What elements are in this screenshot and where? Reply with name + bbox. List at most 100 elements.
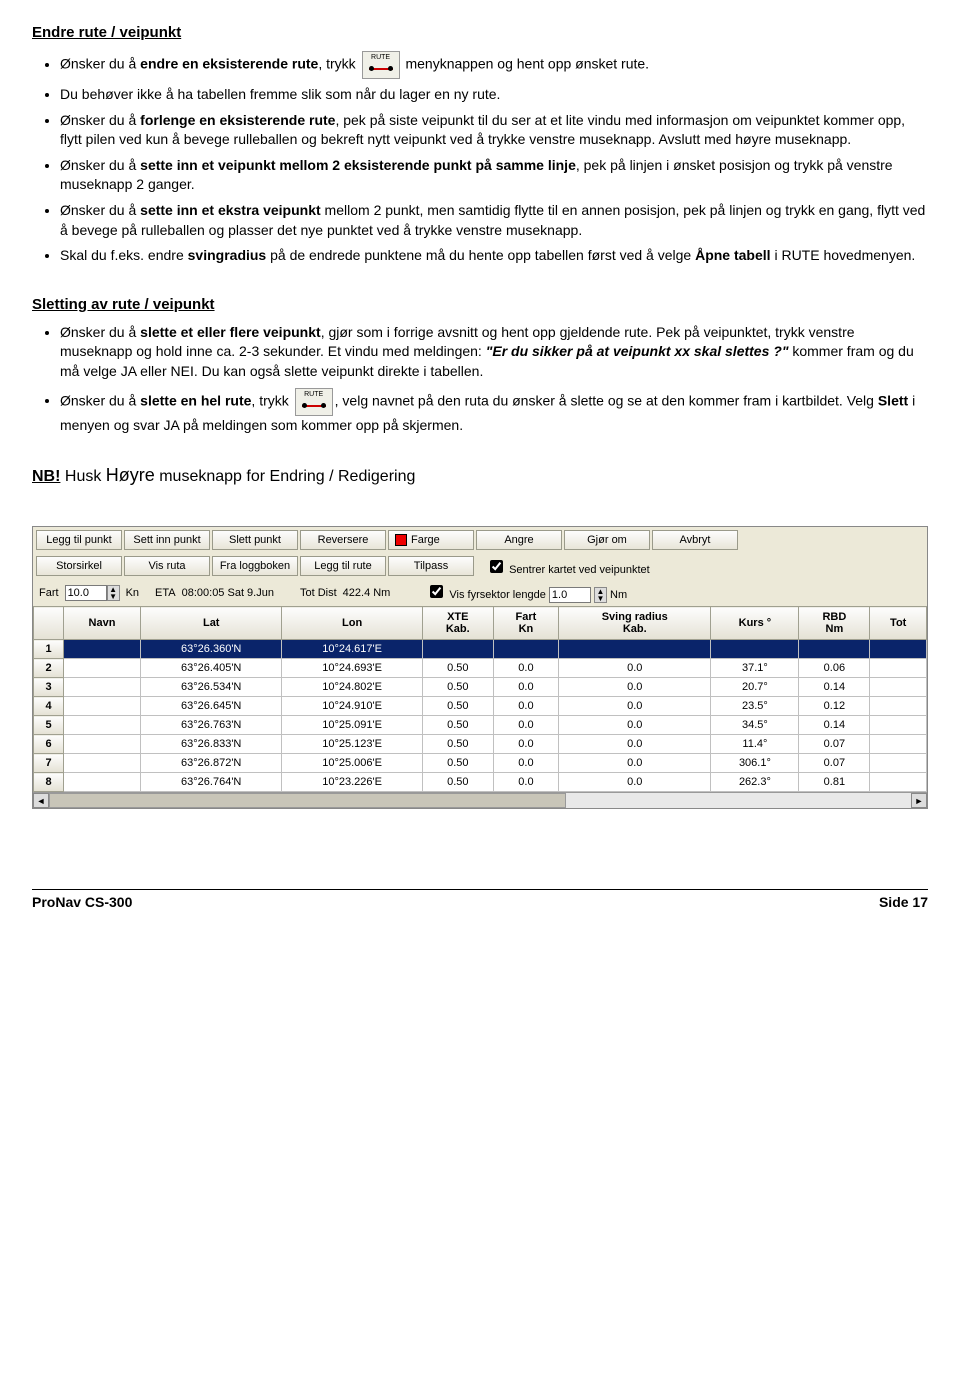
scroll-right-arrow[interactable]: ►: [911, 793, 927, 808]
table-cell[interactable]: 0.50: [422, 659, 493, 678]
fart-spinner[interactable]: ▲▼: [65, 585, 120, 601]
scroll-track[interactable]: [49, 793, 911, 808]
table-cell[interactable]: [870, 735, 927, 754]
table-cell[interactable]: 6: [34, 735, 64, 754]
table-cell[interactable]: [870, 716, 927, 735]
table-row[interactable]: 563°26.763'N10°25.091'E0.500.00.034.5°0.…: [34, 716, 927, 735]
table-cell[interactable]: 0.0: [559, 716, 711, 735]
table-cell[interactable]: 3: [34, 678, 64, 697]
table-cell[interactable]: 63°26.534'N: [140, 678, 281, 697]
toolbar-button[interactable]: Reversere: [300, 530, 386, 550]
table-cell[interactable]: [64, 659, 141, 678]
table-cell[interactable]: 11.4°: [711, 735, 799, 754]
spin-buttons[interactable]: ▲▼: [594, 587, 607, 603]
table-cell[interactable]: 37.1°: [711, 659, 799, 678]
table-cell[interactable]: 63°26.645'N: [140, 697, 281, 716]
table-cell[interactable]: 0.12: [799, 697, 870, 716]
toolbar-button[interactable]: Angre: [476, 530, 562, 550]
table-cell[interactable]: 0.0: [493, 678, 558, 697]
table-row[interactable]: 263°26.405'N10°24.693'E0.500.00.037.1°0.…: [34, 659, 927, 678]
table-cell[interactable]: [64, 754, 141, 773]
table-cell[interactable]: 0.0: [559, 697, 711, 716]
toolbar-button[interactable]: Slett punkt: [212, 530, 298, 550]
fart-input[interactable]: [65, 585, 107, 601]
table-cell[interactable]: 10°24.910'E: [282, 697, 422, 716]
table-cell[interactable]: [870, 640, 927, 659]
toolbar-button[interactable]: Vis ruta: [124, 556, 210, 576]
table-row[interactable]: 1 63°26.360'N10°24.617'E: [34, 640, 927, 659]
table-cell[interactable]: [870, 659, 927, 678]
horizontal-scrollbar[interactable]: ◄ ►: [33, 792, 927, 808]
table-cell[interactable]: 63°26.764'N: [140, 773, 281, 792]
table-cell[interactable]: 0.07: [799, 735, 870, 754]
table-cell[interactable]: 0.81: [799, 773, 870, 792]
toolbar-button[interactable]: Gjør om: [564, 530, 650, 550]
table-cell[interactable]: 20.7°: [711, 678, 799, 697]
table-cell[interactable]: [64, 735, 141, 754]
table-cell[interactable]: 0.0: [559, 754, 711, 773]
toolbar-button[interactable]: Storsirkel: [36, 556, 122, 576]
show-sector-checkbox[interactable]: [430, 585, 443, 598]
table-cell[interactable]: 0.0: [493, 735, 558, 754]
table-cell[interactable]: [870, 754, 927, 773]
column-header[interactable]: Tot: [870, 607, 927, 640]
table-cell[interactable]: [870, 773, 927, 792]
toolbar-button[interactable]: Legg til punkt: [36, 530, 122, 550]
table-cell[interactable]: [799, 640, 870, 659]
table-cell[interactable]: 8: [34, 773, 64, 792]
table-row[interactable]: 863°26.764'N10°23.226'E0.500.00.0262.3°0…: [34, 773, 927, 792]
table-cell[interactable]: 10°25.006'E: [282, 754, 422, 773]
table-cell[interactable]: 0.06: [799, 659, 870, 678]
table-cell[interactable]: 23.5°: [711, 697, 799, 716]
table-cell[interactable]: 262.3°: [711, 773, 799, 792]
table-cell[interactable]: [64, 640, 141, 659]
center-map-checkbox[interactable]: [490, 560, 503, 573]
table-cell[interactable]: 0.0: [493, 716, 558, 735]
table-cell[interactable]: 10°25.123'E: [282, 735, 422, 754]
table-cell[interactable]: [64, 678, 141, 697]
column-header[interactable]: Sving radiusKab.: [559, 607, 711, 640]
toolbar-button[interactable]: Farge: [388, 530, 474, 550]
table-cell[interactable]: 2: [34, 659, 64, 678]
table-cell[interactable]: 10°25.091'E: [282, 716, 422, 735]
table-cell[interactable]: [870, 697, 927, 716]
table-cell[interactable]: [422, 640, 493, 659]
column-header[interactable]: RBDNm: [799, 607, 870, 640]
column-header[interactable]: [34, 607, 64, 640]
table-cell[interactable]: 5: [34, 716, 64, 735]
table-cell[interactable]: 0.0: [559, 678, 711, 697]
table-cell[interactable]: 1: [34, 640, 64, 659]
table-cell[interactable]: 0.0: [559, 735, 711, 754]
table-cell[interactable]: 0.50: [422, 697, 493, 716]
scroll-left-arrow[interactable]: ◄: [33, 793, 49, 808]
table-cell[interactable]: 0.50: [422, 773, 493, 792]
toolbar-button[interactable]: Avbryt: [652, 530, 738, 550]
table-row[interactable]: 363°26.534'N10°24.802'E0.500.00.020.7°0.…: [34, 678, 927, 697]
table-cell[interactable]: 0.14: [799, 678, 870, 697]
table-cell[interactable]: 0.50: [422, 735, 493, 754]
column-header[interactable]: Kurs °: [711, 607, 799, 640]
table-cell[interactable]: 63°26.763'N: [140, 716, 281, 735]
table-cell[interactable]: 306.1°: [711, 754, 799, 773]
table-cell[interactable]: 10°24.617'E: [282, 640, 422, 659]
toolbar-button[interactable]: Tilpass: [388, 556, 474, 576]
table-cell[interactable]: 0.14: [799, 716, 870, 735]
table-cell[interactable]: 63°26.872'N: [140, 754, 281, 773]
table-cell[interactable]: 0.0: [493, 773, 558, 792]
table-row[interactable]: 763°26.872'N10°25.006'E0.500.00.0306.1°0…: [34, 754, 927, 773]
table-cell[interactable]: 0.0: [493, 659, 558, 678]
scroll-thumb[interactable]: [49, 793, 566, 808]
table-cell[interactable]: [64, 773, 141, 792]
table-cell[interactable]: 63°26.360'N: [140, 640, 281, 659]
table-cell[interactable]: 0.50: [422, 678, 493, 697]
table-cell[interactable]: 4: [34, 697, 64, 716]
table-cell[interactable]: [493, 640, 558, 659]
table-cell[interactable]: 0.0: [559, 773, 711, 792]
table-cell[interactable]: 0.07: [799, 754, 870, 773]
column-header[interactable]: Navn: [64, 607, 141, 640]
column-header[interactable]: Lon: [282, 607, 422, 640]
toolbar-button[interactable]: Sett inn punkt: [124, 530, 210, 550]
table-cell[interactable]: 10°24.693'E: [282, 659, 422, 678]
toolbar-button[interactable]: Legg til rute: [300, 556, 386, 576]
table-cell[interactable]: [711, 640, 799, 659]
